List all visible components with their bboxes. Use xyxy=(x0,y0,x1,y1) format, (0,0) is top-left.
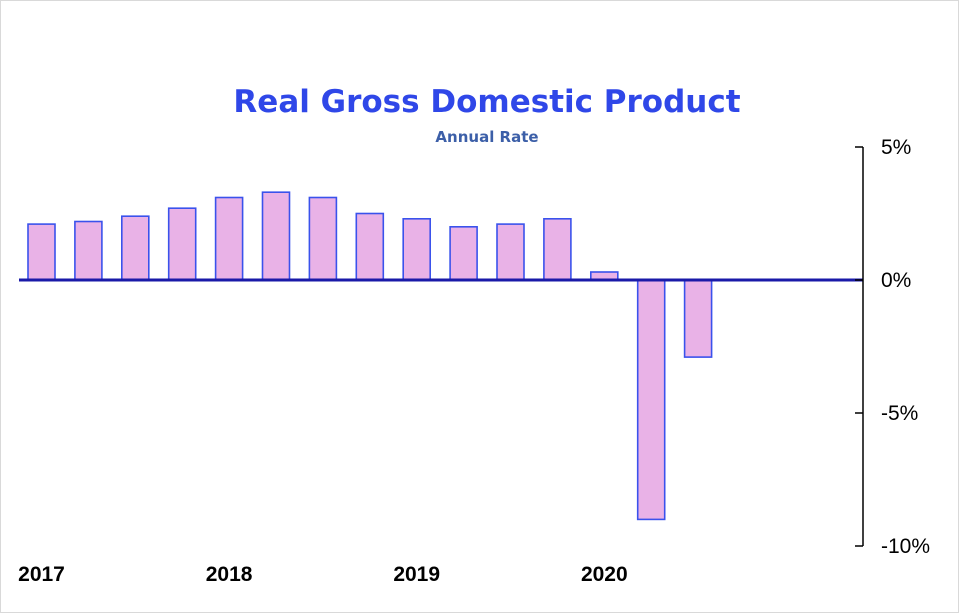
bar-2018-q3 xyxy=(308,196,338,281)
y-tick-label: 0% xyxy=(881,269,911,292)
chart-subtitle: Annual Rate xyxy=(435,128,538,146)
chart-title: Real Gross Domestic Product xyxy=(233,84,740,120)
bar-2017-q4 xyxy=(167,207,197,281)
y-tick-label: 5% xyxy=(881,136,911,159)
bar-2017-q2 xyxy=(74,220,103,281)
y-tick-label: -5% xyxy=(881,402,918,425)
bar-2018-q2 xyxy=(261,191,291,281)
bar-2018-q4 xyxy=(355,212,385,281)
bar-2019-q4 xyxy=(543,218,572,281)
x-tick-label-2018: 2018 xyxy=(206,563,253,586)
y-ticks-group: 5% 0% -5% -10% xyxy=(855,136,930,558)
x-tick-label-2020: 2020 xyxy=(581,563,628,586)
bars-group xyxy=(27,191,713,521)
bar-2020-q2 xyxy=(636,279,666,521)
bar-2020-q3 xyxy=(683,279,713,358)
x-tick-label-2017: 2017 xyxy=(18,563,65,586)
bar-2019-q1 xyxy=(402,218,432,281)
bar-2019-q3 xyxy=(496,223,525,281)
x-labels-group: 2017 2018 2019 2020 xyxy=(18,563,628,586)
bar-2019-q2 xyxy=(449,226,478,281)
bar-2017-q3 xyxy=(121,215,150,281)
bar-2017-q1 xyxy=(27,223,56,281)
x-tick-label-2019: 2019 xyxy=(393,563,440,586)
bar-2018-q1 xyxy=(214,196,244,281)
y-tick-label: -10% xyxy=(881,535,930,558)
